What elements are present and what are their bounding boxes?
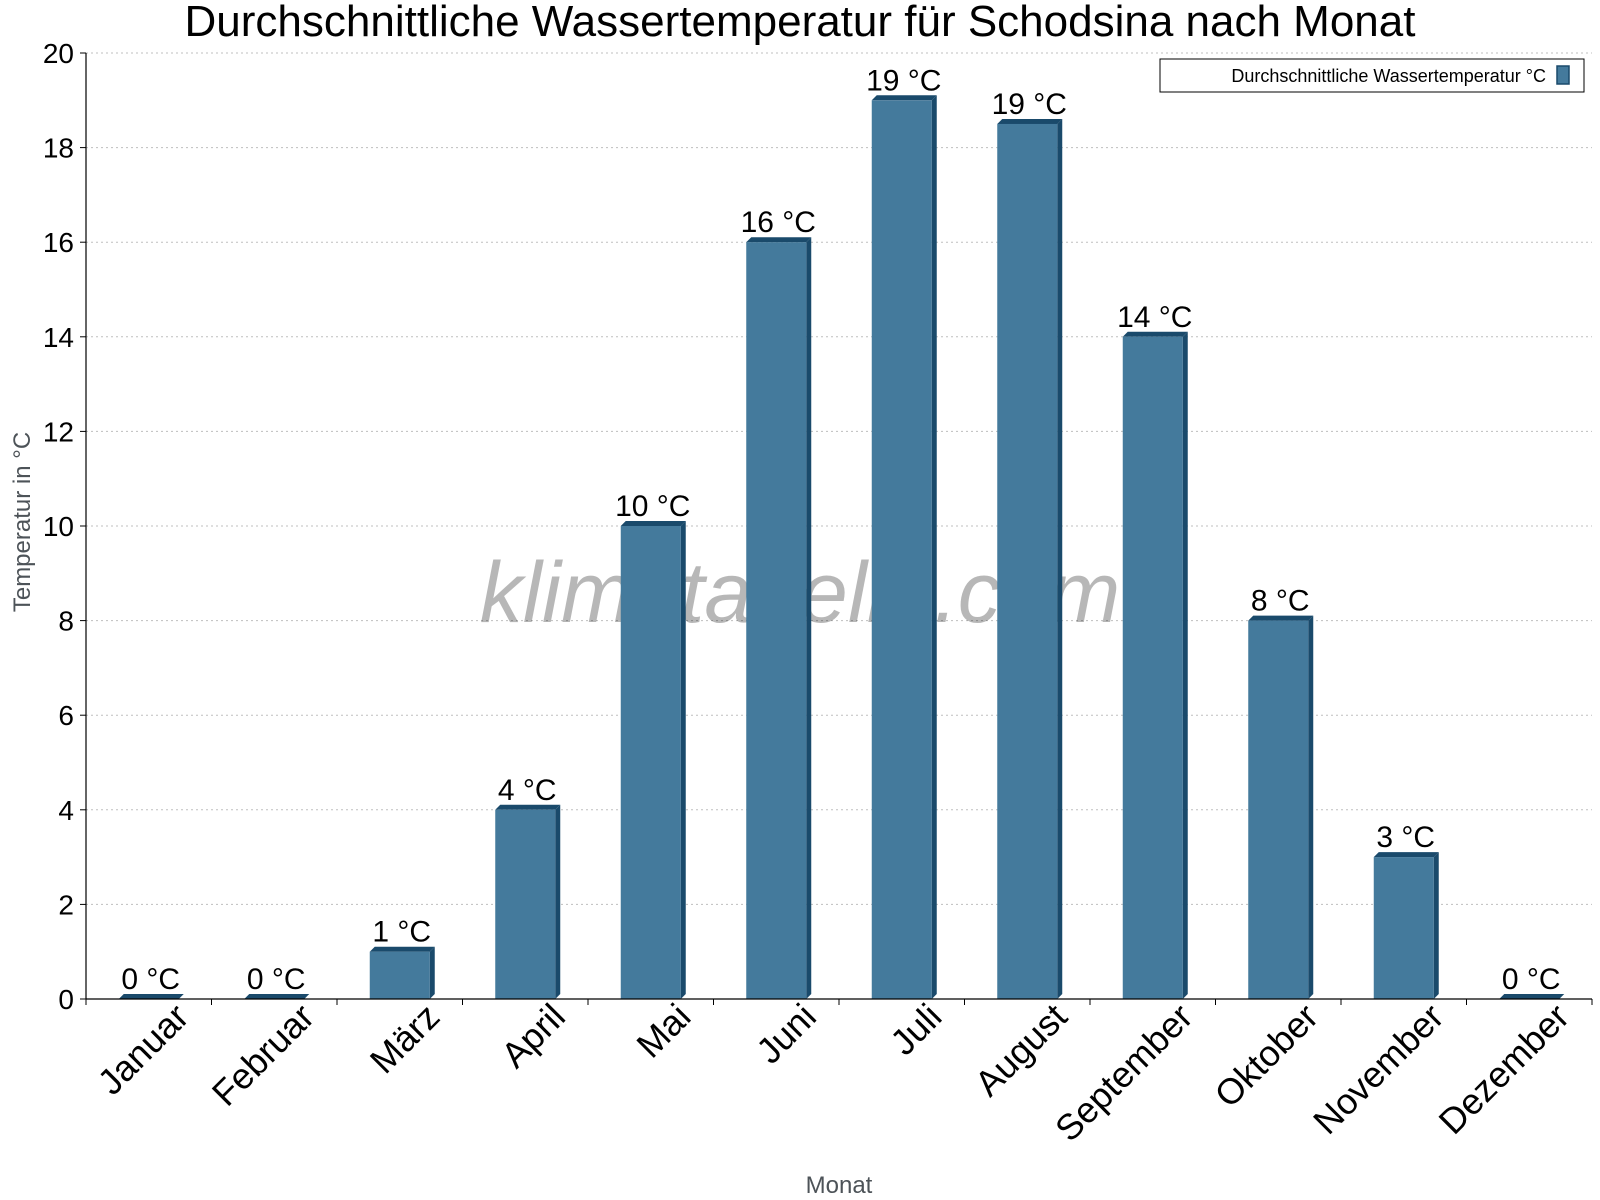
bar-september <box>1122 331 1188 999</box>
bar-value-label: 4 °C <box>498 774 557 807</box>
bar <box>746 242 807 999</box>
bar-top <box>369 946 435 952</box>
bar-mai <box>620 521 686 999</box>
bar <box>871 100 932 1000</box>
y-tick-label: 16 <box>43 227 74 258</box>
bar <box>1248 620 1309 999</box>
y-axis-title: Temperatur in °C <box>9 432 36 612</box>
bar-side <box>555 804 561 999</box>
bar-august <box>997 118 1063 999</box>
legend: Durchschnittliche Wassertemperatur °C <box>1159 58 1585 93</box>
bar <box>495 809 556 999</box>
x-tick-label: Mai <box>628 996 698 1066</box>
y-tick-label: 20 <box>43 38 74 69</box>
y-tick-label: 0 <box>58 984 74 1015</box>
bar <box>1373 857 1434 999</box>
bar-side <box>1308 615 1314 999</box>
y-tick-label: 2 <box>58 889 74 920</box>
x-tick-label: September <box>1047 996 1201 1150</box>
x-tick-label: Januar <box>90 996 197 1103</box>
grid <box>86 52 1592 905</box>
bar-side <box>1057 118 1063 999</box>
bar-value-label: 0 °C <box>247 963 306 996</box>
bar-value-label: 3 °C <box>1376 821 1435 854</box>
y-tick-label: 4 <box>58 795 74 826</box>
x-tick-label: April <box>493 996 573 1076</box>
x-axis-title: Monat <box>806 1172 873 1199</box>
x-tick-label: März <box>362 996 448 1082</box>
bar <box>997 123 1058 999</box>
bar-top <box>997 118 1063 124</box>
bar-juli <box>871 95 937 1000</box>
bar-value-label: 0 °C <box>1502 963 1561 996</box>
bar-top <box>244 994 310 999</box>
bar-top <box>1248 615 1314 621</box>
bar-value-label: 19 °C <box>866 64 941 97</box>
x-tick-labels: Januar Februar März April Mai Juni Juli AugustS… <box>85 996 1593 1150</box>
x-tick-label: Oktober <box>1206 996 1326 1116</box>
bar-side <box>1433 852 1439 999</box>
bar-oktober <box>1248 615 1314 999</box>
bar-value-label: 1 °C <box>372 916 431 949</box>
bar-februar <box>244 994 310 999</box>
y-tick-label: 18 <box>43 133 74 164</box>
bar <box>369 951 430 999</box>
y-tick-label: 12 <box>43 416 74 447</box>
y-tick-label: 6 <box>58 700 74 731</box>
x-tick-label: Dezember <box>1430 996 1576 1142</box>
legend-label: Durchschnittliche Wassertemperatur °C <box>1231 66 1546 86</box>
x-tick-label: Februar <box>204 996 322 1114</box>
bar-value-label: 0 °C <box>121 963 180 996</box>
bar-value-label: 19 °C <box>992 88 1067 121</box>
bars: 0 °C 0 °C 1 °C 4 °C 10 °C 16 °C 19 °C 19 °C 14 °… <box>118 64 1565 1000</box>
bar-value-label: 16 °C <box>741 206 816 239</box>
bar-top <box>118 994 184 999</box>
bar-side <box>680 521 686 999</box>
x-tick-label: Juni <box>748 996 824 1072</box>
y-tick-label: 10 <box>43 511 74 542</box>
y-tick-labels: 0 2 4 6 8 10 12 14 16 18 20 <box>43 38 86 1015</box>
bar-value-label: 8 °C <box>1251 585 1310 618</box>
bar-top <box>871 95 937 101</box>
bar-top <box>746 237 812 243</box>
bar-side <box>429 946 435 999</box>
bar-top <box>495 804 561 810</box>
bar-top <box>1373 852 1439 858</box>
bar-november <box>1373 852 1439 999</box>
y-tick-label: 14 <box>43 322 74 353</box>
bar-juni <box>746 237 812 999</box>
bar-side <box>806 237 812 999</box>
bar-top <box>620 521 686 526</box>
x-tick-label: Juli <box>882 996 949 1063</box>
chart-title: Durchschnittliche Wassertemperatur für S… <box>185 0 1416 46</box>
bar-dezember <box>1499 994 1565 999</box>
bar-value-label: 14 °C <box>1117 301 1192 334</box>
bar-top <box>1122 331 1188 337</box>
legend-box <box>1159 58 1585 93</box>
x-tick-label: August <box>967 996 1075 1104</box>
bar-side <box>1182 331 1188 999</box>
bar <box>620 526 681 999</box>
bar-april <box>495 804 561 999</box>
x-tick-label: November <box>1305 996 1451 1142</box>
bar-top <box>1499 994 1565 999</box>
bar-value-label: 10 °C <box>615 490 690 523</box>
y-tick-label: 8 <box>58 606 74 637</box>
bar <box>1122 336 1183 999</box>
legend-swatch <box>1556 65 1570 85</box>
bar-märz <box>369 946 435 999</box>
bar-side <box>931 95 937 1000</box>
bar-januar <box>118 994 184 999</box>
